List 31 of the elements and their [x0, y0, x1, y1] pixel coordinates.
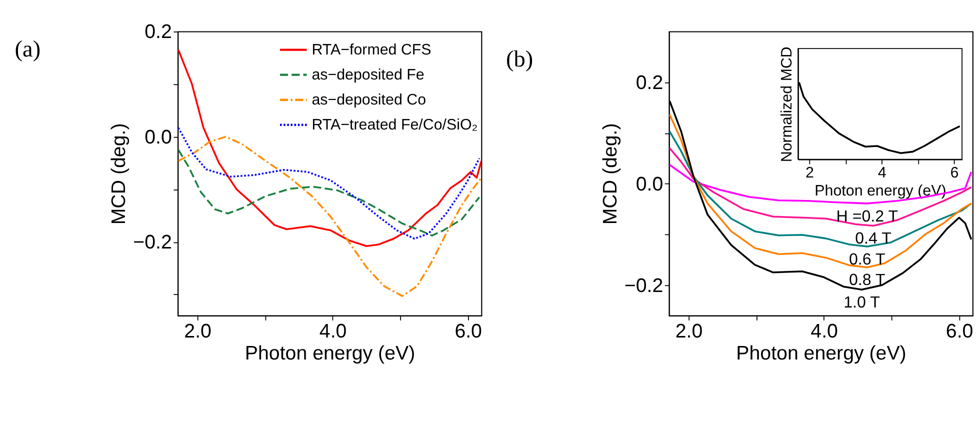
y-tick-label: 0.0 [144, 126, 172, 148]
x-tick-label: 4 [878, 164, 886, 182]
x-tick-label: 2.0 [675, 320, 703, 342]
x-axis-title: Photon energy (eV) [736, 342, 906, 365]
chart-title: (a) [14, 36, 41, 63]
y-tick-label: −0.2 [133, 232, 172, 254]
y-tick-label: 0.0 [636, 173, 664, 196]
line-series [178, 136, 482, 297]
y-axis-title: MCD (deg.) [108, 123, 130, 225]
y-tick-label: −0.2 [624, 274, 664, 297]
line-series [178, 148, 480, 236]
x-tick-label: 6.0 [454, 320, 482, 342]
series-label: 1.0 T [844, 294, 880, 312]
x-tick-label: 4.0 [810, 320, 838, 342]
legend-label: RTA−treated Fe/Co/SiO₂ [312, 116, 478, 134]
y-tick-label: 0.2 [144, 21, 172, 44]
text: (b) [506, 46, 534, 72]
y-tick-label: 0.2 [636, 72, 664, 94]
y-axis-title: MCD (deg.) [599, 123, 622, 225]
x-tick-label: 6.0 [946, 320, 974, 342]
line-series [668, 164, 972, 204]
x-tick-label: 6 [950, 164, 959, 182]
legend-label: as−deposited Fe [312, 66, 424, 84]
legend-label: as−deposited Co [312, 91, 426, 108]
y-axis-title: Normalized MCD [778, 46, 796, 162]
legend-label: RTA−formed CFS [312, 41, 432, 58]
x-tick-label: 4.0 [319, 320, 347, 342]
x-tick-label: 2.0 [184, 320, 212, 342]
x-tick-label: 2 [805, 164, 814, 182]
x-axis-title: Photon energy (eV) [244, 342, 416, 365]
series-label: 0.8 T [848, 271, 886, 290]
